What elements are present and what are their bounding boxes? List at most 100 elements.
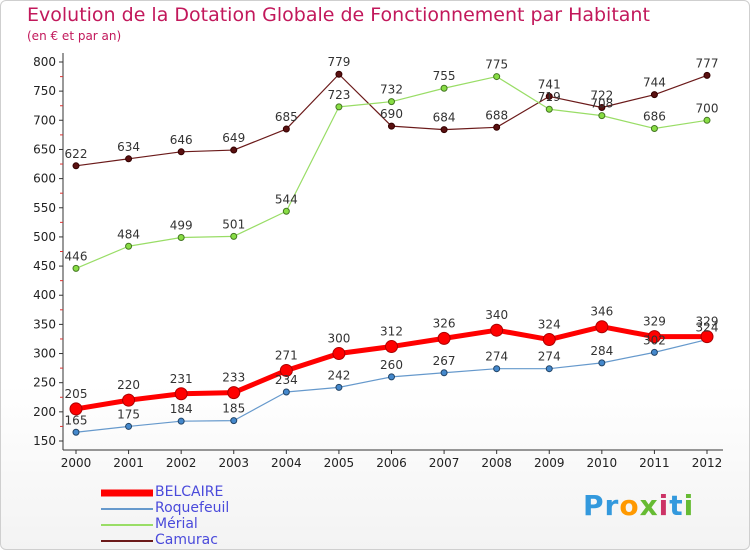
chart-title: Evolution de la Dotation Globale de Fonc… (27, 4, 650, 26)
data-label-camurac: 741 (538, 77, 561, 91)
data-label-merial: 732 (380, 83, 403, 97)
data-label-merial: 755 (433, 69, 456, 83)
data-point-belcaire (437, 331, 451, 345)
x-tick-label-2006: 2006 (376, 456, 407, 470)
data-point-roquefeuil (230, 417, 238, 425)
y-tick-label-700: 700 (33, 113, 56, 127)
data-label-belcaire: 231 (170, 372, 193, 386)
y-tick-label-400: 400 (33, 288, 56, 302)
data-label-roquefeuil: 242 (327, 368, 350, 382)
legend-label-merial: Mérial (155, 516, 198, 532)
y-tick-label-350: 350 (33, 317, 56, 331)
logo-letter: x (639, 489, 659, 522)
y-tick-label-650: 650 (33, 142, 56, 156)
chart-subtitle: (en € et par an) (27, 29, 122, 43)
x-tick-label-2002: 2002 (166, 456, 197, 470)
y-tick-label-750: 750 (33, 84, 56, 98)
x-tick-label-2010: 2010 (587, 456, 618, 470)
legend-item-roquefeuil: Roquefeuil (101, 500, 301, 517)
x-tick-label-2009: 2009 (534, 456, 565, 470)
data-label-camurac: 779 (327, 55, 350, 69)
x-tick-label-2001: 2001 (113, 456, 144, 470)
data-point-belcaire (490, 323, 504, 337)
data-point-belcaire (279, 363, 293, 377)
y-tick-label-300: 300 (33, 347, 56, 361)
data-label-belcaire: 205 (65, 387, 88, 401)
data-point-camurac (598, 103, 606, 111)
data-point-camurac (650, 91, 658, 99)
data-point-merial (282, 207, 290, 215)
data-label-camurac: 646 (170, 133, 193, 147)
data-point-belcaire (227, 386, 241, 400)
x-tick-label-2004: 2004 (271, 456, 302, 470)
data-label-roquefeuil: 274 (485, 350, 508, 364)
data-label-belcaire: 346 (590, 305, 613, 319)
data-label-roquefeuil: 284 (590, 344, 613, 358)
logo-letter: r (604, 489, 620, 522)
data-label-merial: 544 (275, 192, 298, 206)
y-tick-label-800: 800 (33, 55, 56, 69)
data-label-merial: 723 (327, 88, 350, 102)
data-point-belcaire (122, 393, 136, 407)
data-label-camurac: 688 (485, 108, 508, 122)
x-tick-label-2008: 2008 (481, 456, 512, 470)
data-point-camurac (335, 70, 343, 78)
data-point-camurac (545, 92, 553, 100)
y-tick-label-250: 250 (33, 376, 56, 390)
data-point-belcaire (385, 340, 398, 354)
data-label-camurac: 777 (696, 56, 719, 70)
y-tick-label-200: 200 (33, 405, 56, 419)
x-tick-label-2005: 2005 (324, 456, 355, 470)
logo-letter: t (669, 489, 684, 522)
data-point-roquefeuil (335, 383, 343, 391)
data-label-roquefeuil: 260 (380, 358, 403, 372)
data-label-camurac: 684 (433, 111, 456, 125)
legend-swatch-belcaire (101, 489, 153, 497)
data-label-camurac: 744 (643, 76, 666, 90)
data-point-merial (703, 116, 711, 124)
proxiti-logo: Proxiti (583, 489, 694, 522)
data-label-belcaire: 300 (327, 332, 350, 346)
data-label-merial: 700 (696, 101, 719, 115)
data-label-belcaire: 329 (696, 315, 719, 329)
data-label-belcaire: 233 (222, 371, 245, 385)
data-point-merial (177, 234, 185, 242)
data-label-belcaire: 329 (643, 315, 666, 329)
legend-item-camurac: Camurac (101, 532, 301, 549)
data-point-merial (545, 105, 553, 113)
legend-item-merial: Mérial (101, 516, 301, 533)
data-label-camurac: 685 (275, 110, 298, 124)
data-point-merial (125, 242, 133, 250)
y-tick-label-550: 550 (33, 201, 56, 215)
data-label-belcaire: 326 (433, 316, 456, 330)
data-label-merial: 501 (222, 217, 245, 231)
data-point-roquefeuil (598, 359, 606, 367)
data-point-roquefeuil (282, 388, 290, 396)
logo-letter: o (619, 489, 640, 522)
data-point-roquefeuil (650, 348, 658, 356)
legend-label-camurac: Camurac (155, 532, 218, 548)
y-tick-label-450: 450 (33, 259, 56, 273)
legend-swatch-roquefeuil (101, 508, 153, 510)
data-label-roquefeuil: 234 (275, 373, 298, 387)
data-point-camurac (703, 71, 711, 79)
data-point-merial (388, 98, 395, 106)
data-point-merial (230, 232, 238, 240)
data-point-camurac (282, 125, 290, 133)
data-point-camurac (440, 126, 448, 134)
legend-label-belcaire: BELCAIRE (155, 484, 224, 500)
data-label-camurac: 634 (117, 140, 140, 154)
data-point-roquefeuil (388, 373, 395, 381)
data-label-camurac: 649 (222, 131, 245, 145)
data-point-belcaire (332, 347, 346, 361)
data-point-roquefeuil (440, 369, 448, 377)
x-tick-label-2007: 2007 (429, 456, 460, 470)
data-label-roquefeuil: 324 (696, 321, 719, 335)
data-label-belcaire: 340 (485, 308, 508, 322)
data-point-belcaire (647, 330, 661, 344)
data-label-roquefeuil: 185 (222, 402, 245, 416)
logo-letter: i (658, 489, 670, 522)
data-point-merial (72, 264, 80, 272)
data-point-camurac (125, 155, 133, 163)
